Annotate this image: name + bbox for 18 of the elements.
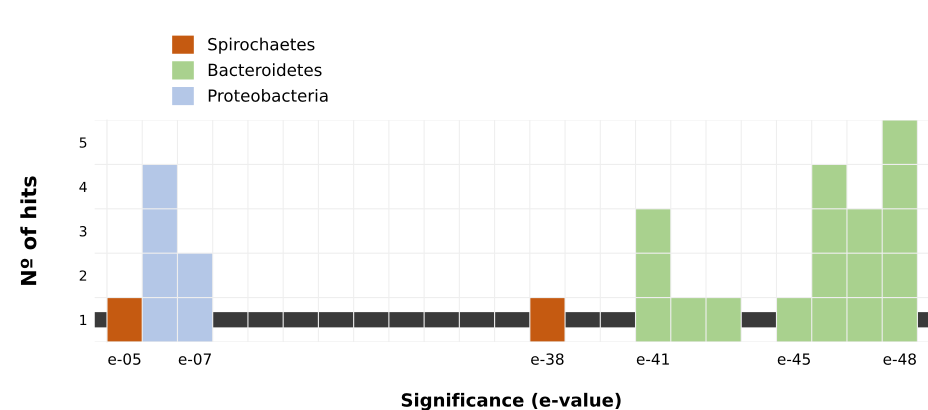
bar — [106, 298, 142, 342]
legend-label: Spirochaetes — [208, 38, 314, 54]
legend-label: Proteobacteria — [208, 88, 328, 102]
x-tick-label: e-48 — [883, 353, 916, 365]
x-tick-label: e-38 — [531, 353, 564, 365]
x-tick-label: e-41 — [636, 354, 669, 365]
bar — [530, 298, 566, 342]
y-tick-label: 4 — [79, 182, 87, 192]
y-tick-label: 1 — [80, 314, 86, 326]
y-axis-title: Nº of hits — [20, 176, 36, 285]
legend-label: Bacteroidetes — [208, 63, 322, 76]
x-tick-label: e-05 — [108, 353, 140, 365]
y-tick-label: 2 — [80, 270, 86, 281]
x-axis-title: Significance (e-value) — [402, 392, 621, 410]
y-tick-label: 5 — [80, 137, 86, 148]
y-tick-label: 3 — [80, 226, 86, 237]
x-tick-label: e-45 — [778, 354, 810, 365]
x-tick-label: e-07 — [178, 353, 211, 365]
